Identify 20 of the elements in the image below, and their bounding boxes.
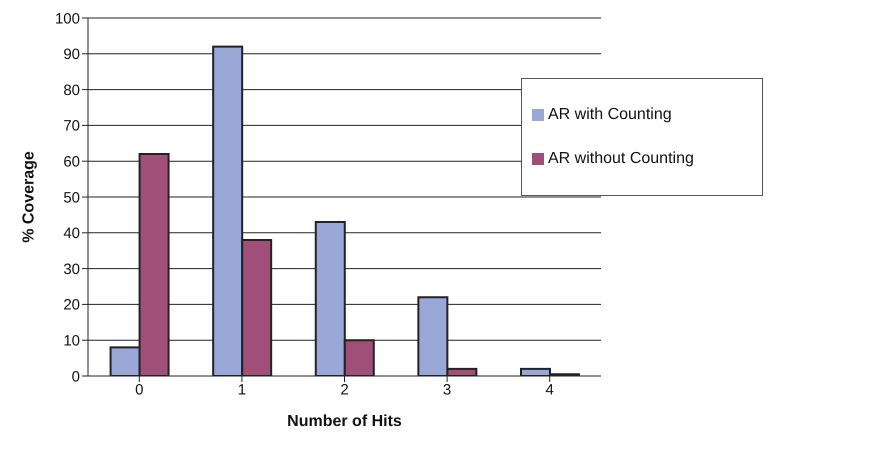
- y-tick-label: 60: [63, 154, 80, 171]
- y-tick-label: 70: [63, 118, 80, 135]
- y-tick-label: 20: [63, 296, 80, 314]
- y-tick-label: 10: [63, 332, 80, 350]
- y-tick-label: 50: [63, 189, 80, 206]
- legend-label: AR without Counting: [548, 150, 694, 167]
- x-tick-label: 1: [238, 382, 246, 399]
- legend-label: AR with Counting: [548, 106, 672, 123]
- y-tick-label: 40: [63, 225, 80, 242]
- y-tick-label: 0: [72, 368, 80, 386]
- x-axis-title: Number of Hits: [287, 413, 402, 430]
- y-tick-label: 30: [63, 260, 80, 278]
- x-tick-label: 2: [340, 382, 349, 399]
- x-tick-label: 3: [442, 382, 452, 399]
- y-tick-label: 90: [63, 46, 80, 64]
- x-tick-label: 4: [546, 382, 554, 399]
- y-tick-label: 80: [63, 82, 80, 99]
- x-tick-label: 0: [135, 382, 144, 399]
- y-tick-label: 100: [54, 10, 80, 28]
- y-axis-title: % Coverage: [20, 151, 38, 243]
